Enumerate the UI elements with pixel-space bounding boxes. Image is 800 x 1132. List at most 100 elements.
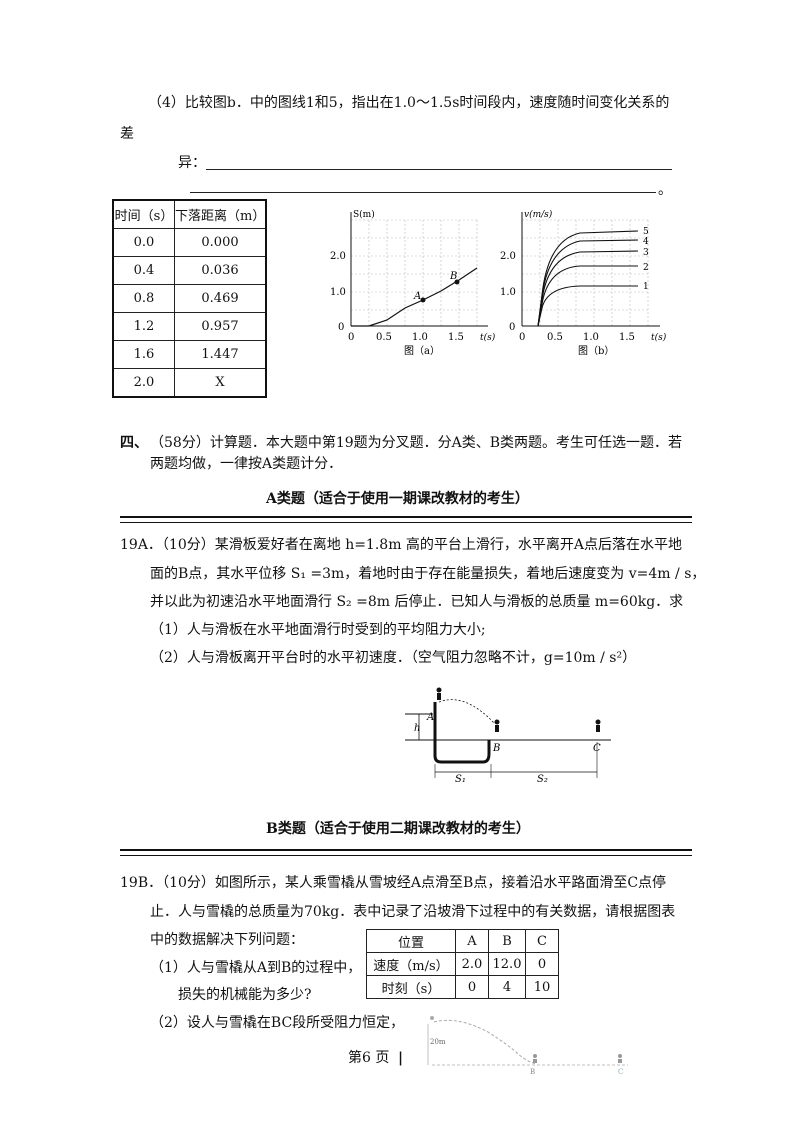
graph-a-xtick: 0.5 xyxy=(376,332,392,343)
q4-line1: （4）比较图b．中的图线1和5，指出在1.0～1.5s时间段内，速度随时间变化关… xyxy=(148,95,670,111)
fall-distance-table: 时间（s） 下落距离（m） 0.0 0.000 0.4 0.036 0.8 0.469… xyxy=(112,199,267,398)
graph-b-xtick: 0 xyxy=(519,332,525,343)
page-number: 第6 页 xyxy=(348,1050,390,1066)
table-cell: 2.0 xyxy=(455,952,489,976)
table-cell: 1.6 xyxy=(112,340,175,369)
graph-b-curve-label: 3 xyxy=(643,248,649,258)
skater-a-icon xyxy=(436,687,442,700)
table-header: 下落距离（m） xyxy=(174,199,267,229)
table-row: 0.4 0.036 xyxy=(112,256,267,285)
graph-a-label-a: A xyxy=(413,291,421,302)
skater-b-icon xyxy=(494,719,500,732)
table-cell: 0.4 xyxy=(112,256,175,285)
label-h: h xyxy=(414,723,420,734)
skater-c-icon xyxy=(595,719,601,732)
slope-curve xyxy=(433,1019,537,1065)
graph-b-ytick: 0 xyxy=(509,322,515,333)
table-cell: 0.957 xyxy=(174,312,267,341)
graph-b-curve-label: 4 xyxy=(643,237,649,247)
table-header-row: 位置 A B C xyxy=(366,929,559,953)
graph-b-ytick: 1.0 xyxy=(500,287,516,298)
graph-b-xtick: 1.5 xyxy=(619,332,635,343)
graph-a-point-a xyxy=(420,297,426,303)
table-row: 1.2 0.957 xyxy=(112,312,267,341)
table-header: C xyxy=(525,929,559,953)
sled-b-icon xyxy=(533,1054,537,1063)
table-cell: 0.469 xyxy=(174,284,267,313)
graph-b-xtick: 0.5 xyxy=(547,332,563,343)
b-type-title: B类题（适合于使用二期课改教材的考生） xyxy=(266,821,530,837)
graph-b-ytick: 2.0 xyxy=(500,251,516,262)
q19b-line3: 中的数据解决下列问题： xyxy=(150,932,304,948)
graph-a-grid xyxy=(350,219,478,326)
table-row: 1.6 1.447 xyxy=(112,340,267,369)
q4-line3: 异： xyxy=(178,155,206,171)
table-row: 时刻（s） 0 4 10 xyxy=(366,975,559,999)
q19b-sub2: （2）设人与雪橇在BC段所受阻力恒定， xyxy=(150,1015,405,1031)
graph-a: A B S(m) 2.0 1.0 0 0 0.5 1.0 1.5 t(s) 图（… xyxy=(330,209,496,357)
table-cell: 2.0 xyxy=(112,368,175,398)
table-row: 速度（m/s） 2.0 12.0 0 xyxy=(366,952,559,976)
graph-a-ytick: 1.0 xyxy=(330,287,346,298)
graph-b-xtick: 1.0 xyxy=(583,332,599,343)
graph-b-curve-1 xyxy=(537,285,638,327)
a-title-divider xyxy=(120,516,692,523)
graph-b-ylabel: v(m/s) xyxy=(524,209,553,220)
table-row: 2.0 X xyxy=(112,368,267,398)
section-number: 四、 xyxy=(120,435,148,451)
graph-a-caption: 图（a） xyxy=(404,345,440,357)
q19a-sub1: （1）人与滑板在水平地面滑行时受到的平均阻力大小; xyxy=(150,622,486,638)
q19b-line1: 19B．（10分）如图所示，某人乘雪橇从雪坡经A点滑至B点，接着沿水平路面滑至C… xyxy=(120,875,667,891)
label-a: A xyxy=(426,712,434,723)
table-cell: 速度（m/s） xyxy=(366,952,456,976)
table-cell: 0 xyxy=(525,952,559,976)
answer-line-1[interactable] xyxy=(206,169,672,170)
graph-b: 5 4 3 2 1 v(m/s) 2.0 1.0 0 0 0.5 1.0 1.5… xyxy=(500,209,667,357)
table-cell: 时刻（s） xyxy=(366,975,456,999)
sled-slope-figure: 20m B C xyxy=(427,1016,628,1076)
table-cell: 12.0 xyxy=(488,952,526,976)
b-title-divider xyxy=(120,849,692,856)
table-cell: 0 xyxy=(455,975,489,999)
label-b: B xyxy=(492,743,500,754)
label-s2: S₂ xyxy=(537,774,548,784)
table-cell: 4 xyxy=(488,975,526,999)
graph-a-point-b xyxy=(454,279,460,285)
graph-b-xlabel: t(s) xyxy=(651,332,667,343)
graph-b-curve-label: 5 xyxy=(643,227,649,237)
q19b-sub1b: 损失的机械能为多少? xyxy=(178,987,312,1003)
footer-bar: | xyxy=(398,1050,404,1066)
q4-line2: 差 xyxy=(120,126,134,142)
graph-a-xtick: 0 xyxy=(348,332,354,343)
section4-line2: 两题均做，一律按A类题计分． xyxy=(150,456,343,472)
trajectory xyxy=(438,699,496,725)
graph-b-curve-2 xyxy=(537,265,638,327)
graph-b-caption: 图（b） xyxy=(578,345,614,357)
graph-a-label-b: B xyxy=(449,271,457,282)
graph-a-xlabel: t(s) xyxy=(480,332,496,343)
table-cell: 0.0 xyxy=(112,228,175,257)
graph-b-curve-4 xyxy=(537,239,639,327)
table-header: 位置 xyxy=(366,929,456,953)
table-cell: X xyxy=(174,368,267,398)
answer-end-mark: 。 xyxy=(658,182,672,198)
graph-b-curve-3 xyxy=(537,250,639,327)
table-header: B xyxy=(488,929,526,953)
sled-data-table: 位置 A B C 速度（m/s） 2.0 12.0 0 时刻（s） 0 4 10 xyxy=(366,929,559,999)
table-row: 0.8 0.469 xyxy=(112,284,267,313)
section4-line1: （58分）计算题．本大题中第19题为分叉题．分A类、B类两题。考生可任选一题．若 xyxy=(150,435,683,451)
graph-b-curve-label: 1 xyxy=(643,282,649,292)
table-header: A xyxy=(455,929,489,953)
q19a-sub2: （2）人与滑板离开平台时的水平初速度．（空气阻力忽略不计，g=10m / s²） xyxy=(150,650,637,666)
label-c: C xyxy=(618,1068,623,1076)
q19b-sub1a: （1）人与雪橇从A到B的过程中， xyxy=(150,960,362,976)
table-cell: 1.2 xyxy=(112,312,175,341)
graph-a-ytick: 0 xyxy=(338,322,344,333)
platform-pit xyxy=(433,702,491,764)
skateboard-figure: h A B C S₁ S₂ xyxy=(405,687,611,784)
answer-line-2[interactable] xyxy=(190,192,656,193)
table-cell: 10 xyxy=(525,975,559,999)
label-s1: S₁ xyxy=(455,774,466,784)
graph-a-ylabel: S(m) xyxy=(353,209,375,220)
q19a-line2: 面的B点，其水平位移 S₁ =3m，着地时由于存在能量损失，着地后速度变为 v=… xyxy=(150,566,706,582)
